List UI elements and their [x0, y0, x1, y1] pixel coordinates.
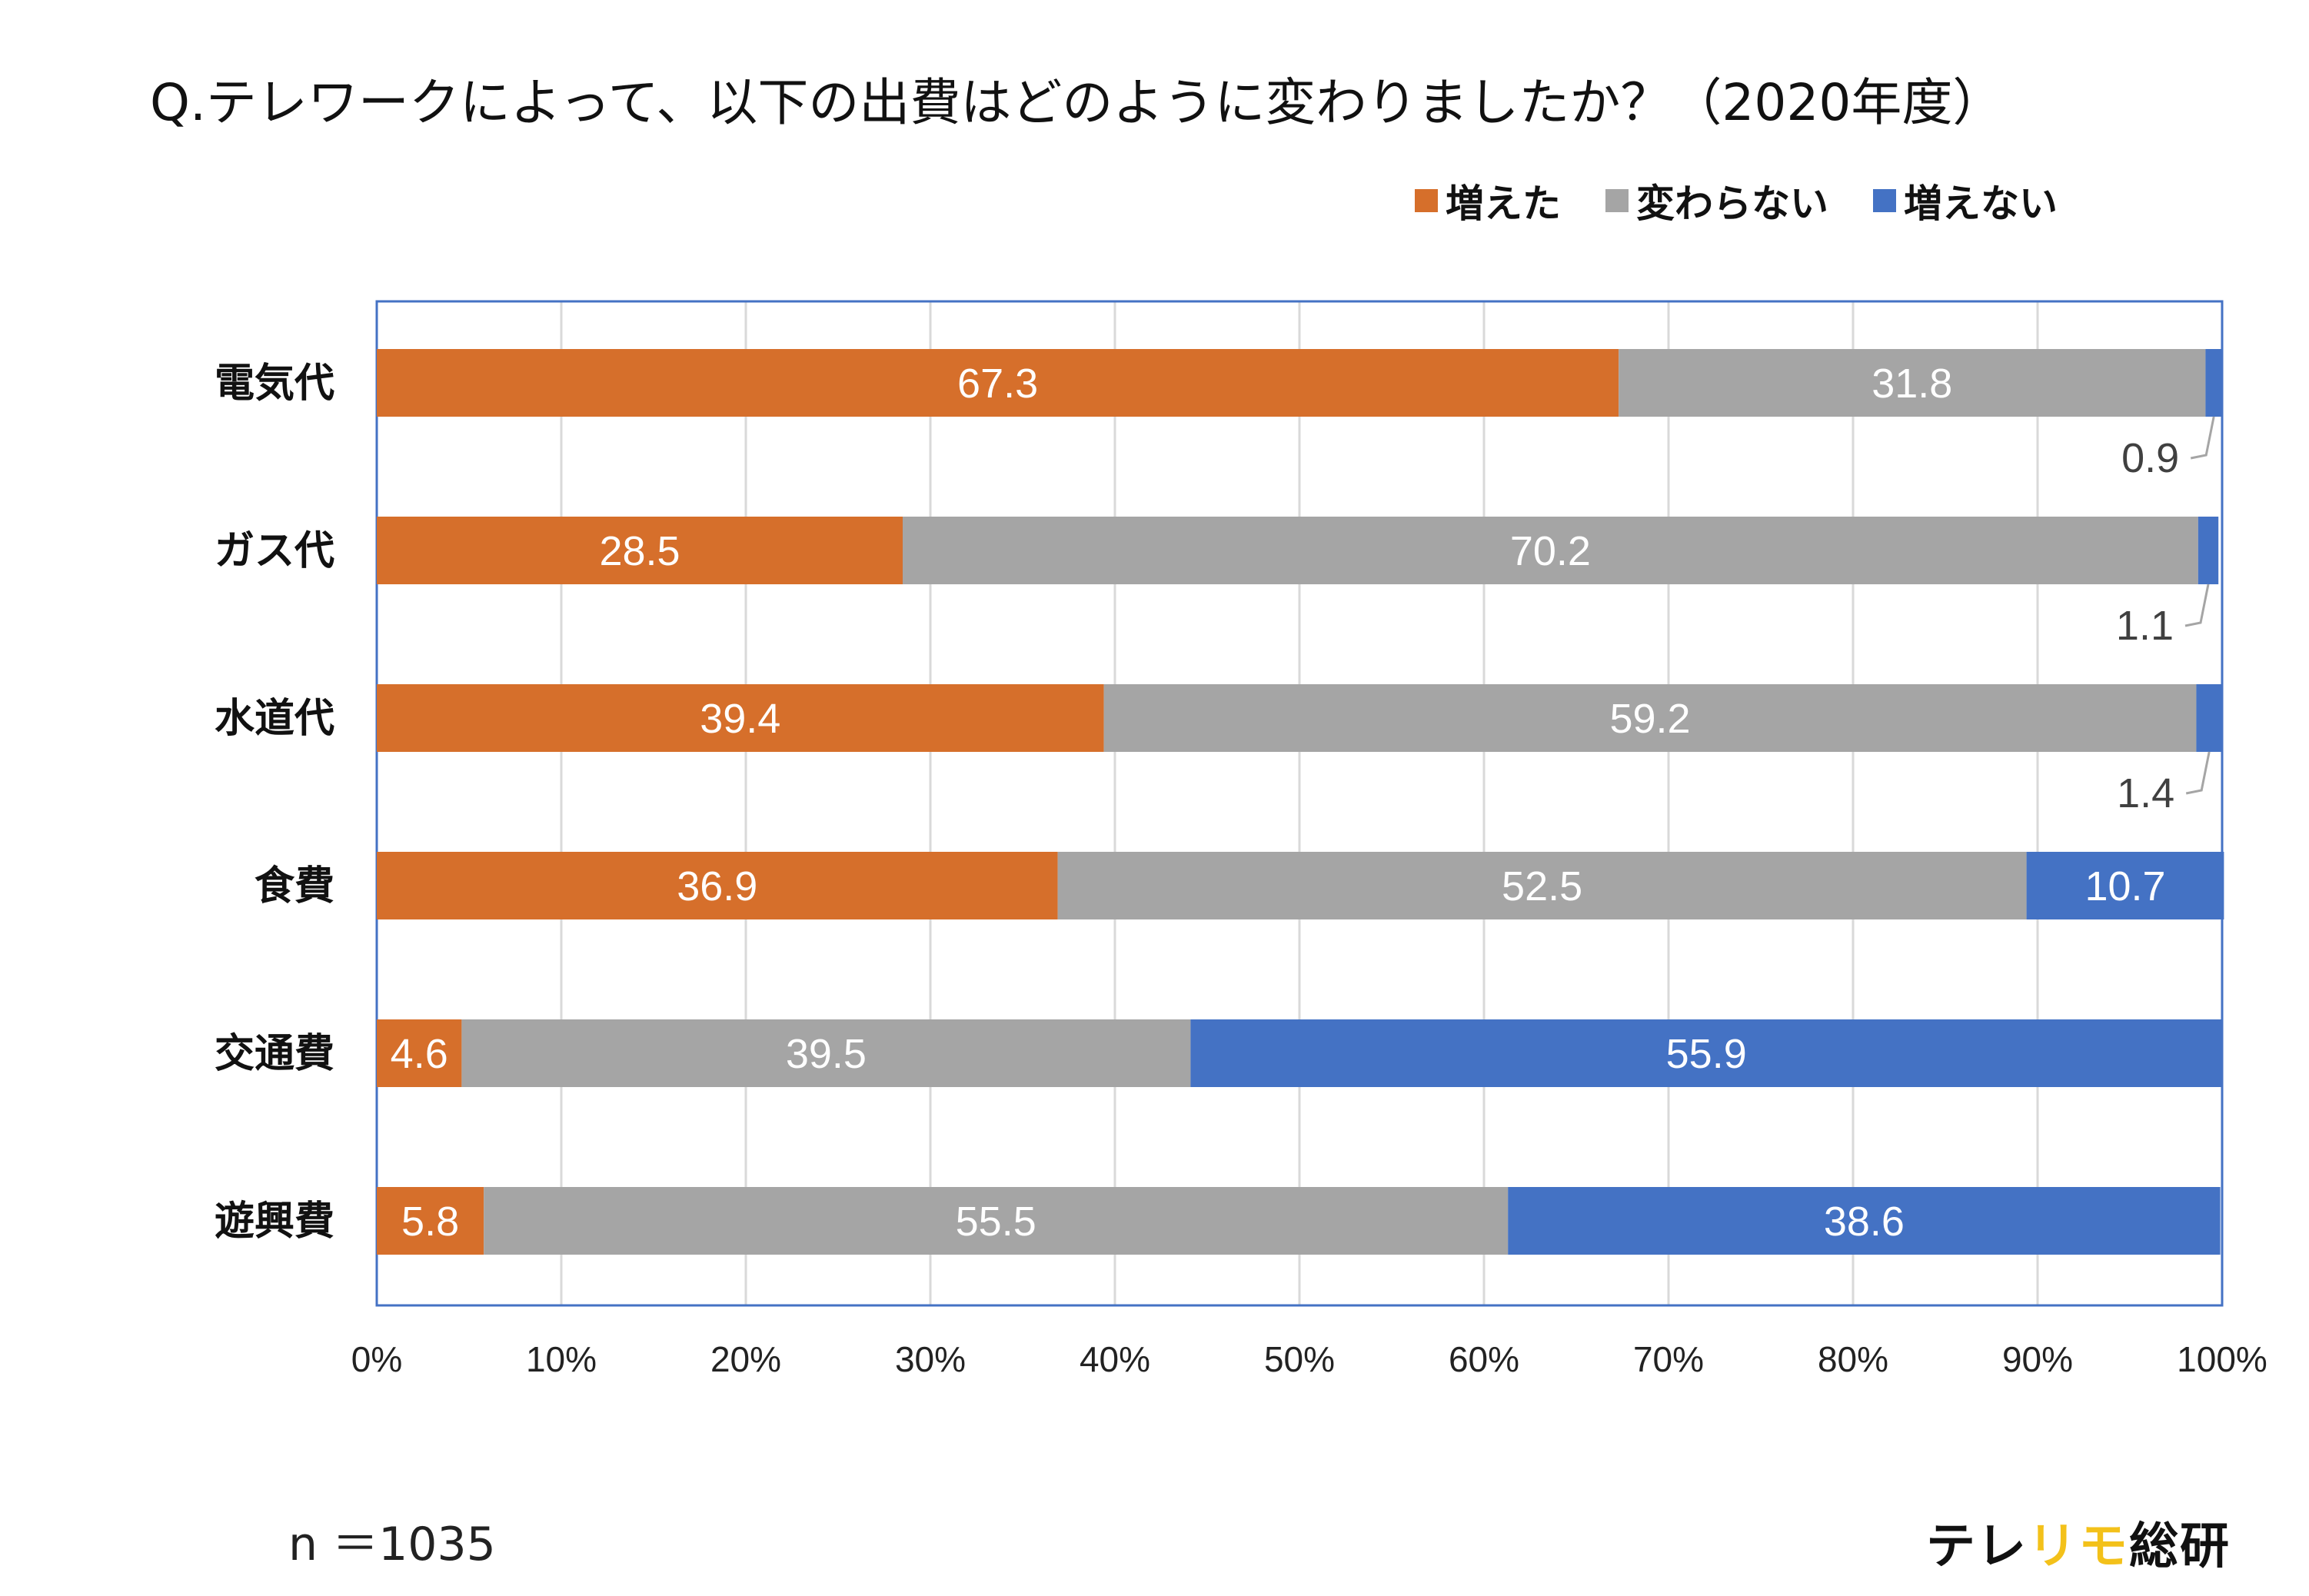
legend-item-not-increased: 増えない — [1873, 173, 2058, 228]
x-tick-label: 70% — [1633, 1339, 1704, 1379]
y-category-label: 電気代 — [215, 361, 334, 407]
bar-segment — [377, 1187, 484, 1255]
legend-item-increased: 増えた — [1415, 173, 1561, 228]
data-label: 39.5 — [786, 1031, 867, 1077]
bar-segment — [377, 852, 1058, 919]
x-tick-label: 100% — [2177, 1339, 2267, 1379]
data-label: 52.5 — [1502, 863, 1582, 909]
bar-segment — [461, 1019, 1191, 1087]
logo-part-souken: 総研 — [2129, 1518, 2231, 1575]
data-label: 39.4 — [700, 696, 780, 742]
callout-leader — [2185, 751, 2211, 795]
y-category-label: ガス代 — [215, 528, 334, 574]
bar-segment — [1057, 852, 2027, 919]
x-tick-label: 40% — [1080, 1339, 1150, 1379]
data-label: 59.2 — [1609, 696, 1690, 742]
chart-title: Q.テレワークによって、以下の出費はどのように変わりましたか？（2020年度） — [150, 73, 2004, 132]
plot-area-frame — [375, 300, 2224, 1307]
y-category-label: 遊興費 — [215, 1199, 334, 1245]
data-label: 5.8 — [401, 1199, 459, 1245]
legend-label-not-increased: 増えない — [1904, 181, 2058, 226]
logo-part-tele: テレ — [1926, 1518, 2028, 1575]
legend-label-increased: 増えた — [1446, 181, 1561, 226]
bar-segment — [484, 1187, 1509, 1255]
x-tick-label: 20% — [710, 1339, 781, 1379]
bar-segment — [1508, 1187, 2221, 1255]
data-label: 31.8 — [1871, 361, 1952, 407]
bar-segment — [2198, 517, 2219, 584]
x-tick-label: 90% — [2002, 1339, 2073, 1379]
bar-segment — [1103, 684, 2197, 752]
x-tick-label: 50% — [1264, 1339, 1335, 1379]
legend-swatch-unchanged — [1605, 189, 1629, 212]
data-label: 28.5 — [599, 528, 680, 574]
callout-leader — [2184, 584, 2210, 627]
y-category-label: 食費 — [255, 863, 334, 909]
data-label: 67.3 — [957, 361, 1038, 407]
x-tick-label: 60% — [1449, 1339, 1519, 1379]
legend: 増えた 変わらない 増えない — [1415, 174, 2102, 228]
sample-size-label: n ＝1035 — [288, 1518, 496, 1571]
legend-item-unchanged: 変わらない — [1605, 173, 1828, 228]
data-label: 36.9 — [677, 863, 757, 909]
x-tick-label: 0% — [351, 1339, 402, 1379]
data-label: 38.6 — [1824, 1199, 1905, 1245]
legend-swatch-not-increased — [1873, 189, 1896, 212]
data-label: 55.5 — [956, 1199, 1036, 1245]
callout-label: 1.4 — [2117, 770, 2174, 816]
bar-segment — [1190, 1019, 2222, 1087]
bar-segment — [377, 684, 1104, 752]
bar-segment — [2026, 852, 2224, 919]
callout-leader — [2190, 416, 2215, 460]
legend-swatch-increased — [1415, 189, 1438, 212]
legend-label-unchanged: 変わらない — [1636, 181, 1828, 226]
data-label: 55.9 — [1666, 1031, 1747, 1077]
y-category-label: 水道代 — [215, 696, 334, 742]
x-tick-label: 80% — [1818, 1339, 1888, 1379]
logo-part-rimo: リモ — [2028, 1518, 2129, 1575]
bar-segment — [377, 517, 903, 584]
x-tick-label: 10% — [526, 1339, 597, 1379]
brand-logo: テレリモ総研 — [1926, 1507, 2231, 1578]
data-label: 4.6 — [391, 1031, 448, 1077]
bar-segment — [2205, 349, 2222, 417]
bar-segment — [903, 517, 2198, 584]
bar-segment — [377, 349, 1619, 417]
data-label: 10.7 — [2084, 863, 2165, 909]
bar-segment — [1619, 349, 2206, 417]
x-tick-label: 30% — [895, 1339, 966, 1379]
data-label: 70.2 — [1510, 528, 1591, 574]
callout-label: 1.1 — [2116, 603, 2174, 649]
y-category-label: 交通費 — [215, 1031, 334, 1077]
bar-segment — [377, 1019, 462, 1087]
callout-label: 0.9 — [2121, 435, 2179, 481]
bar-segment — [2196, 684, 2222, 752]
